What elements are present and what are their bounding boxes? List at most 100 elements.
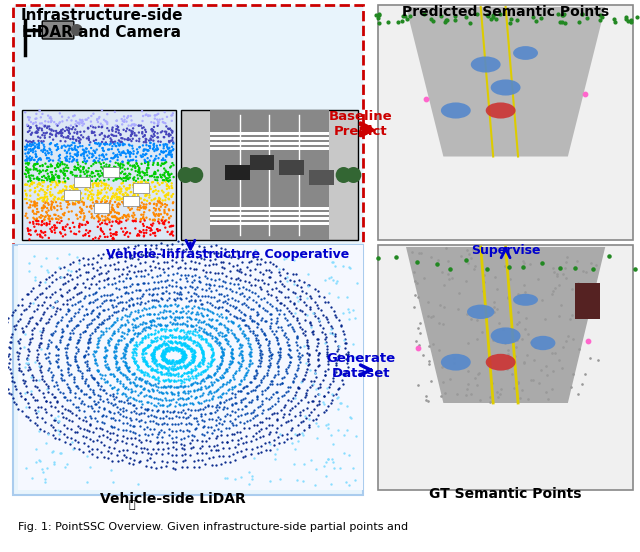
Point (179, 440, 189, 449)
Point (37, 193, 47, 202)
Point (272, 333, 282, 342)
Point (218, 264, 228, 273)
Point (133, 231, 143, 240)
Point (66, 168, 76, 177)
Point (23, 359, 33, 368)
Point (58, 133, 68, 142)
Point (52, 396, 62, 405)
Point (33, 220, 44, 229)
Point (3, 352, 13, 361)
Point (118, 140, 129, 148)
Point (114, 185, 124, 194)
Point (45, 301, 56, 310)
Point (175, 375, 186, 384)
Point (169, 333, 179, 342)
Point (35, 167, 45, 176)
Point (179, 349, 189, 358)
Point (35, 133, 45, 142)
Point (13, 348, 24, 357)
Point (58, 279, 68, 288)
Point (214, 418, 224, 427)
Point (268, 389, 278, 398)
Point (120, 289, 131, 298)
Point (112, 402, 122, 411)
Point (20, 108, 30, 116)
Point (298, 406, 308, 415)
Point (111, 175, 121, 184)
Point (72, 182, 83, 190)
Point (103, 184, 113, 193)
Point (51, 179, 61, 188)
Point (163, 359, 173, 368)
Point (61, 348, 72, 357)
Point (128, 314, 138, 323)
Point (147, 373, 157, 381)
Point (60, 182, 70, 190)
Point (191, 370, 201, 379)
Point (178, 333, 188, 342)
Point (188, 264, 198, 273)
Point (492, 14, 502, 23)
Point (163, 365, 173, 374)
Point (97, 411, 108, 420)
Point (40, 231, 51, 240)
Point (134, 286, 144, 295)
Point (184, 376, 194, 385)
Point (241, 401, 252, 410)
Point (143, 340, 154, 349)
Point (150, 358, 160, 367)
Bar (64, 189, 80, 199)
Point (198, 353, 208, 362)
Point (68, 185, 79, 194)
Point (177, 347, 188, 356)
Point (109, 371, 119, 380)
Point (118, 141, 128, 150)
Point (558, 270, 568, 279)
Point (58, 210, 68, 219)
Point (189, 288, 199, 297)
Point (54, 304, 65, 313)
Point (107, 212, 117, 221)
Point (255, 267, 266, 276)
Point (52, 172, 63, 181)
Point (185, 359, 195, 368)
Point (40, 173, 51, 182)
Point (198, 405, 208, 413)
Point (39, 426, 49, 435)
Point (47, 176, 58, 184)
Point (246, 436, 257, 445)
Point (54, 173, 65, 182)
Point (206, 287, 216, 296)
Point (79, 152, 89, 161)
Point (93, 312, 103, 321)
Point (519, 358, 529, 367)
Point (313, 355, 323, 364)
Point (33, 180, 43, 189)
Point (76, 171, 86, 180)
Point (326, 325, 336, 334)
Point (129, 354, 140, 363)
Point (162, 142, 172, 151)
Point (321, 338, 332, 347)
Point (15, 314, 25, 323)
Point (121, 216, 131, 225)
Point (93, 170, 103, 179)
Point (305, 415, 315, 423)
Point (423, 311, 433, 320)
Point (44, 144, 54, 153)
Point (110, 279, 120, 288)
Point (107, 125, 117, 134)
Point (196, 455, 207, 464)
Point (487, 305, 497, 314)
Point (79, 216, 89, 225)
Point (92, 181, 102, 190)
Point (155, 334, 165, 343)
Point (180, 449, 190, 458)
Point (31, 152, 42, 161)
Point (26, 142, 36, 151)
Point (139, 279, 149, 288)
Point (34, 144, 44, 152)
Point (245, 357, 255, 365)
Point (147, 405, 157, 414)
Point (104, 218, 115, 227)
